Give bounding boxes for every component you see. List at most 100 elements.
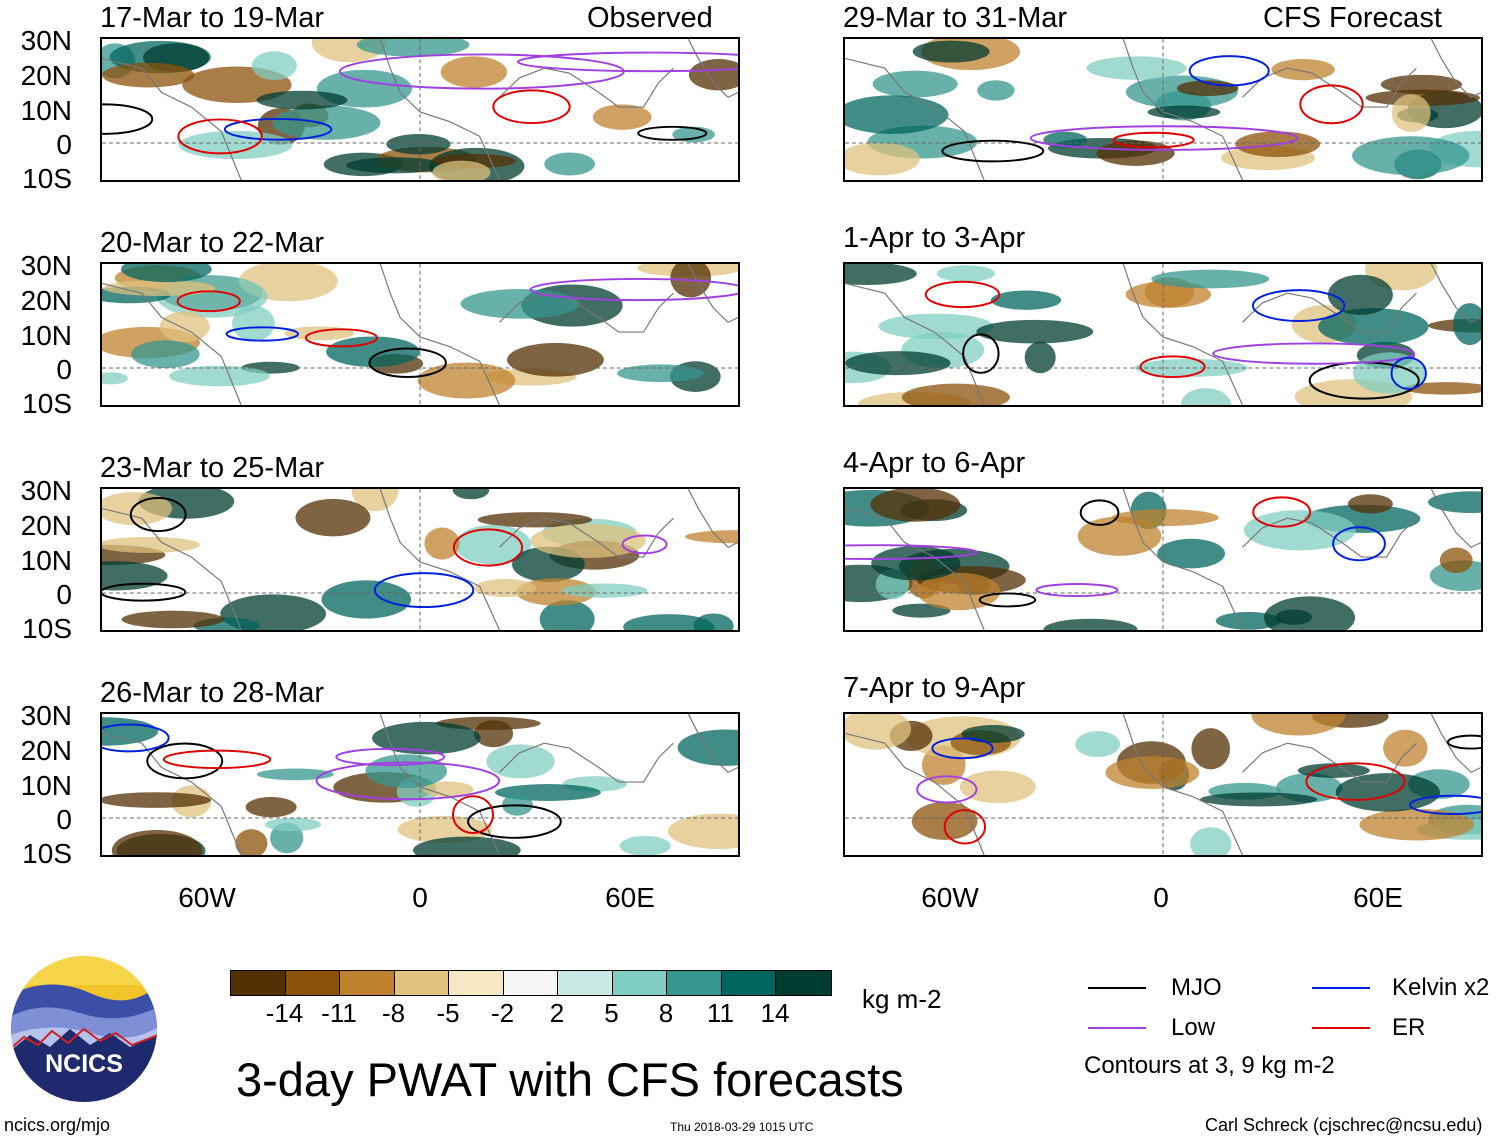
dry-anomaly: [102, 62, 195, 88]
map-area: [843, 262, 1483, 407]
moist-anomaly: [326, 336, 420, 368]
moist-anomaly: [936, 265, 996, 282]
dry-anomaly: [121, 610, 225, 629]
lon-label: 60E: [1353, 882, 1403, 913]
dry-anomaly: [235, 829, 268, 855]
legend-note: Contours at 3, 9 kg m-2: [1084, 1052, 1335, 1079]
moist-anomaly: [486, 744, 555, 779]
dry-anomaly: [102, 792, 212, 808]
logo-graphic: NCICS: [11, 956, 157, 1102]
colorbar-tick: 14: [760, 998, 790, 1028]
dry-anomaly: [103, 280, 216, 297]
legend-kelvin: Kelvin x2: [1392, 974, 1490, 1001]
low-contour: [1029, 125, 1299, 151]
moist-anomaly: [365, 754, 448, 788]
lat-label: 10S: [22, 613, 72, 644]
moist-anomaly: [1452, 303, 1481, 346]
pwat-anomaly-field: [102, 714, 738, 855]
er-contour: [304, 328, 379, 348]
dry-anomaly: [159, 311, 210, 343]
figure-title: 3-day PWAT with CFS forecasts: [236, 1053, 904, 1106]
panel-tag: Observed: [587, 2, 713, 34]
colorbar-tick: -5: [436, 998, 460, 1028]
coastline: [845, 489, 1481, 630]
moist-anomaly: [1157, 538, 1225, 569]
lat-label: 10S: [22, 388, 72, 419]
er-contour: [943, 809, 987, 845]
moist-anomaly: [256, 90, 348, 110]
logo-text: NCICS: [45, 1050, 123, 1078]
lat-label: 10N: [20, 770, 72, 801]
low-line-swatch: [1088, 1027, 1146, 1029]
dry-anomaly: [295, 498, 371, 537]
er-contour: [924, 280, 1001, 309]
dry-anomaly: [959, 770, 1036, 804]
colorbar-swatch: [612, 971, 667, 995]
er-line-swatch: [1312, 1027, 1370, 1029]
lat-label: 30N: [20, 700, 72, 731]
low-contour: [315, 761, 501, 801]
moist-anomaly: [1151, 269, 1270, 289]
moist-anomaly: [617, 364, 704, 383]
footer-url[interactable]: ncics.org/mjo: [4, 1115, 111, 1135]
moist-anomaly: [693, 613, 734, 630]
kelvin-contour: [373, 572, 475, 608]
mjo-contour: [962, 333, 1000, 374]
er-contour: [1299, 84, 1364, 125]
dry-anomaly: [440, 56, 508, 88]
pwat-anomaly-field: [845, 489, 1481, 630]
moist-anomaly: [1264, 596, 1356, 630]
moist-anomaly: [1024, 341, 1056, 374]
moist-anomaly: [544, 152, 595, 176]
colorbar-tick: 2: [549, 998, 565, 1028]
mjo-contour: [941, 139, 1045, 163]
colorbar-swatch: [558, 971, 613, 995]
panel-date: 23-Mar to 25-Mar: [100, 452, 325, 484]
er-contour: [162, 749, 272, 770]
colorbar-swatch: [394, 971, 449, 995]
lon-label: 0: [412, 882, 428, 913]
lat-label: 30N: [20, 25, 72, 56]
colorbar-swatch: [449, 971, 504, 995]
dry-anomaly: [1383, 729, 1428, 767]
colorbar-swatch: [721, 971, 776, 995]
moist-anomaly: [845, 351, 951, 376]
pwat-anomaly-field: [102, 489, 738, 630]
footer-author: Carl Schreck (cjschrec@ncsu.edu): [1205, 1115, 1483, 1135]
moist-anomaly: [264, 817, 322, 832]
colorbar: [230, 970, 832, 996]
coastline: [102, 714, 738, 855]
lat-label: 10S: [22, 163, 72, 194]
colorbar-tick: 8: [658, 998, 674, 1028]
coastline: [102, 264, 738, 405]
lat-label: 0: [56, 354, 72, 385]
dry-anomaly: [592, 104, 652, 130]
panel-date: 4-Apr to 6-Apr: [843, 447, 1026, 479]
mjo-line-swatch: [1088, 987, 1146, 989]
moist-anomaly: [460, 289, 580, 319]
moist-anomaly: [1327, 274, 1393, 315]
moist-anomaly: [1335, 773, 1441, 812]
colorbar-tick: -11: [321, 998, 357, 1028]
colorbar-swatch: [340, 971, 395, 995]
kelvin-contour: [1408, 794, 1481, 815]
lat-label: 30N: [20, 475, 72, 506]
panel-date: 7-Apr to 9-Apr: [843, 672, 1026, 704]
legend-er: ER: [1392, 1014, 1426, 1041]
moist-anomaly: [539, 600, 595, 630]
ncics-logo: NCICS: [10, 955, 158, 1103]
dry-anomaly: [422, 781, 474, 798]
colorbar-unit: kg m-2: [862, 984, 942, 1014]
kelvin-line-swatch: [1312, 987, 1370, 989]
kelvin-contour: [1188, 55, 1270, 87]
pwat-anomaly-field: [102, 264, 738, 405]
moist-anomaly: [1134, 358, 1248, 377]
colorbar-swatch: [231, 971, 286, 995]
map-area: [843, 487, 1483, 632]
kelvin-contour: [1390, 356, 1427, 390]
lat-label: 20N: [20, 285, 72, 316]
er-contour: [452, 528, 524, 567]
moist-anomaly: [168, 365, 270, 387]
pwat-anomaly-field: [845, 39, 1481, 180]
moist-anomaly: [386, 133, 451, 155]
